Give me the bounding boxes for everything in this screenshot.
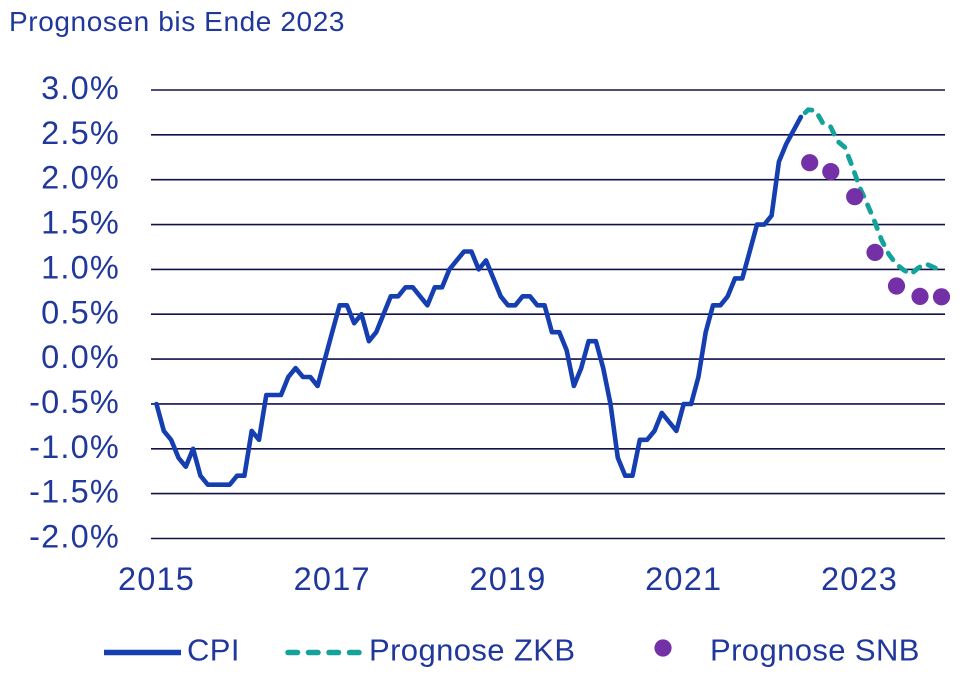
svg-text:0.5%: 0.5% bbox=[41, 294, 120, 330]
svg-text:2015: 2015 bbox=[118, 561, 195, 597]
svg-text:3.0%: 3.0% bbox=[41, 70, 120, 106]
svg-text:2019: 2019 bbox=[469, 561, 546, 597]
svg-text:-0.5%: -0.5% bbox=[29, 384, 120, 420]
svg-text:1.5%: 1.5% bbox=[41, 205, 120, 241]
svg-text:0.0%: 0.0% bbox=[41, 339, 120, 375]
svg-text:-1.5%: -1.5% bbox=[29, 474, 120, 510]
svg-text:2.5%: 2.5% bbox=[41, 115, 120, 151]
svg-text:2.0%: 2.0% bbox=[41, 160, 120, 196]
svg-text:-1.0%: -1.0% bbox=[29, 429, 120, 465]
svg-text:1.0%: 1.0% bbox=[41, 249, 120, 285]
svg-text:2017: 2017 bbox=[294, 561, 371, 597]
svg-text:2023: 2023 bbox=[821, 561, 898, 597]
svg-text:Prognose ZKB: Prognose ZKB bbox=[369, 633, 575, 668]
svg-text:Prognosen bis Ende 2023: Prognosen bis Ende 2023 bbox=[9, 6, 345, 37]
svg-text:-2.0%: -2.0% bbox=[29, 519, 120, 555]
svg-text:CPI: CPI bbox=[187, 633, 240, 668]
svg-text:Prognose SNB: Prognose SNB bbox=[710, 633, 920, 668]
svg-text:2021: 2021 bbox=[645, 561, 722, 597]
